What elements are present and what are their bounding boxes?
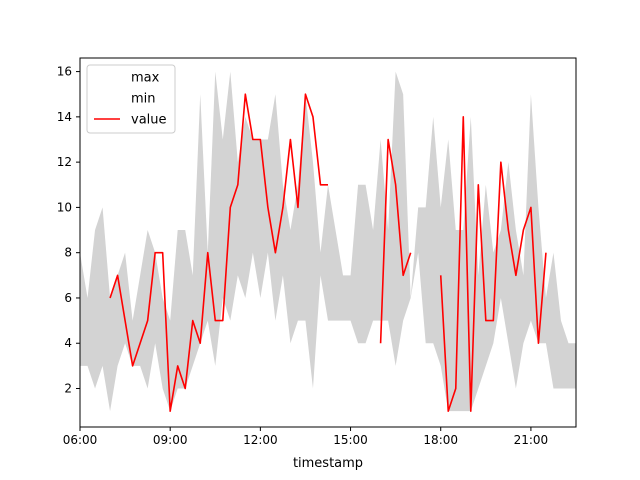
legend-label-min: min bbox=[131, 92, 156, 107]
y-tick-label: 2 bbox=[64, 382, 72, 396]
legend: max min value bbox=[86, 64, 176, 134]
legend-label-max: max bbox=[131, 71, 160, 86]
min-max-band bbox=[80, 71, 576, 412]
y-tick-label: 4 bbox=[64, 336, 72, 350]
y-tick-label: 10 bbox=[57, 200, 72, 214]
legend-box bbox=[86, 64, 176, 134]
y-tick-label: 14 bbox=[57, 110, 72, 124]
x-axis-label: timestamp bbox=[293, 456, 363, 471]
x-tick-label: 06:00 bbox=[63, 433, 98, 447]
value-line bbox=[109, 93, 547, 412]
band-area bbox=[80, 71, 576, 412]
x-tick-label: 15:00 bbox=[333, 433, 368, 447]
x-tick-label: 12:00 bbox=[243, 433, 278, 447]
y-tick-label: 8 bbox=[64, 246, 72, 260]
y-axis-ticks: 2 4 6 8 10 12 14 16 bbox=[57, 65, 80, 396]
plot-frame bbox=[79, 57, 577, 428]
y-tick-label: 6 bbox=[64, 291, 72, 305]
x-tick-label: 18:00 bbox=[423, 433, 458, 447]
x-axis-ticks: 06:00 09:00 12:00 15:00 18:00 21:00 bbox=[63, 427, 549, 447]
y-tick-label: 16 bbox=[57, 65, 72, 79]
legend-label-value: value bbox=[131, 113, 167, 128]
x-tick-label: 09:00 bbox=[153, 433, 188, 447]
value-series bbox=[109, 93, 547, 412]
y-tick-label: 12 bbox=[57, 155, 72, 169]
x-tick-label: 21:00 bbox=[514, 433, 549, 447]
